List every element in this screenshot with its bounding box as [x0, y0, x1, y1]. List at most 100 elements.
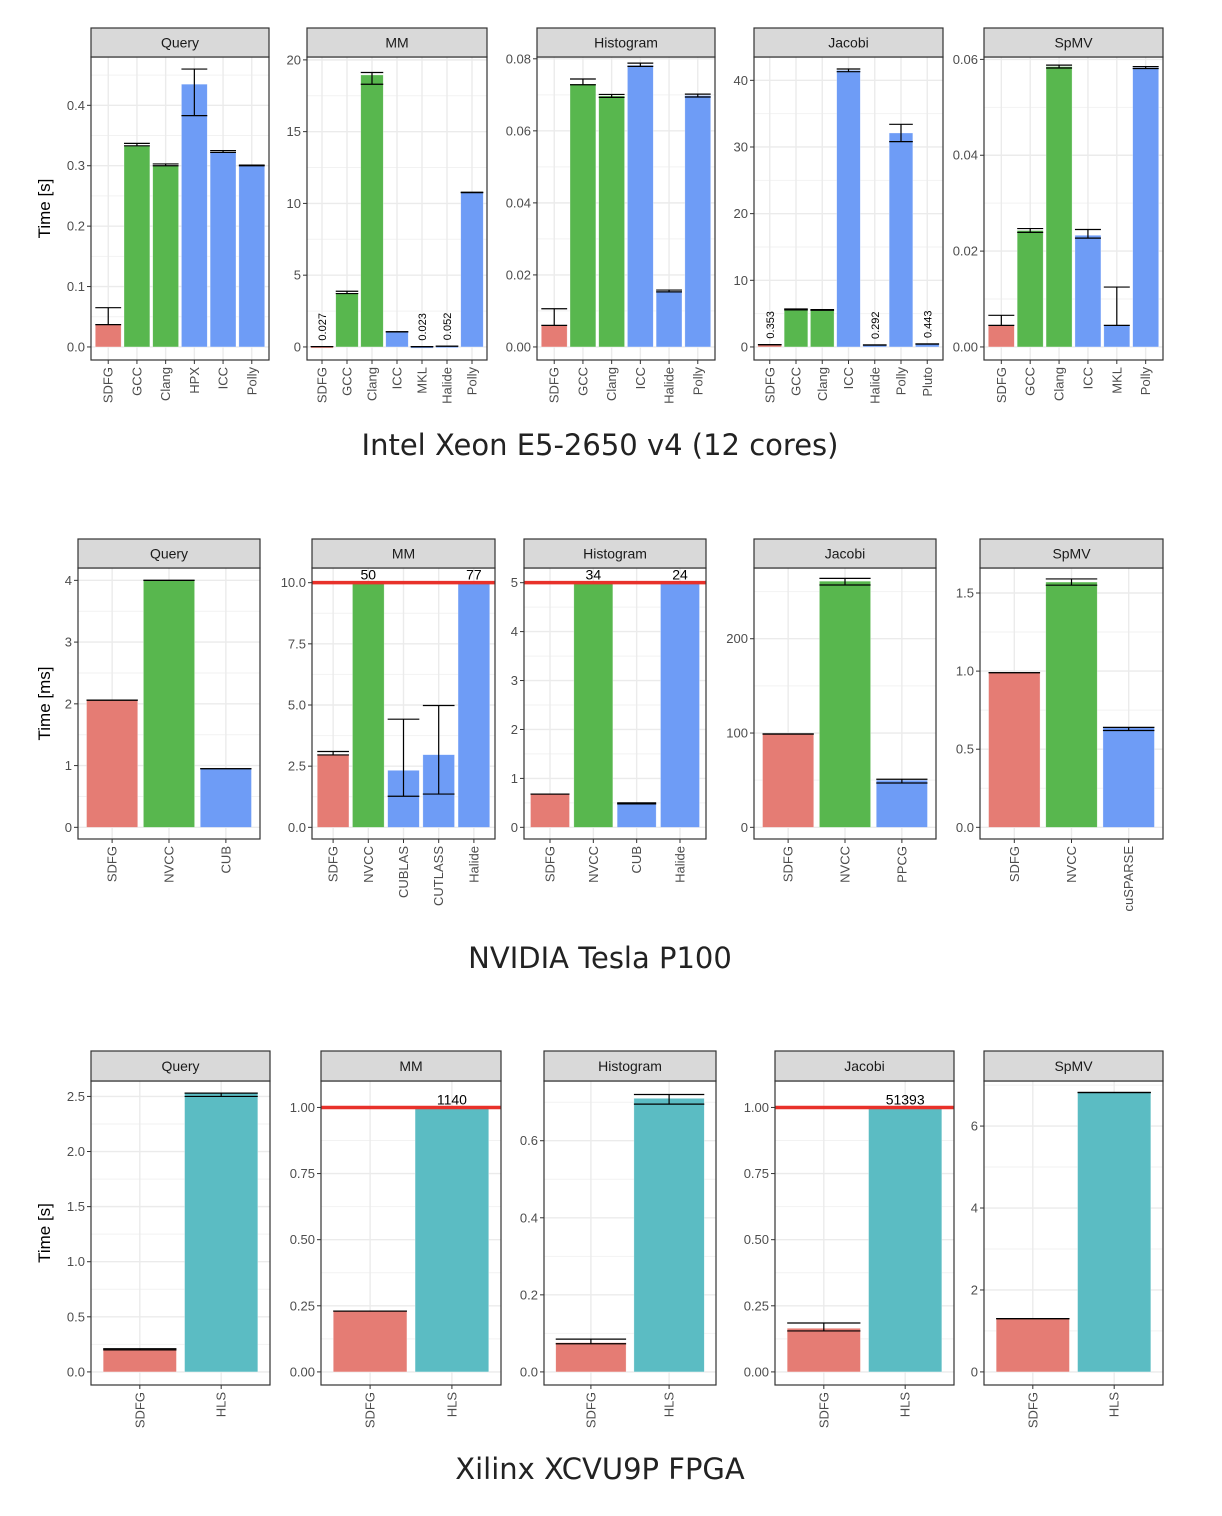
y-tick-label: 0.0: [956, 820, 974, 835]
x-tick-label: Clang: [365, 367, 380, 401]
x-tick-label: HLS: [898, 1392, 913, 1418]
y-tick-label: 0.6: [520, 1133, 538, 1148]
x-tick-label: Polly: [894, 367, 909, 396]
y-tick-label: 0.5: [956, 742, 974, 757]
bar-value-label: 0.052: [442, 313, 454, 341]
x-tick-label: Polly: [690, 367, 705, 396]
x-tick-label: CUTLASS: [431, 846, 446, 906]
x-tick-label: ICC: [1080, 367, 1095, 389]
bar-ppcg: [875, 779, 928, 828]
bar-sdfg: [988, 325, 1015, 348]
x-tick-label: HLS: [214, 1392, 229, 1418]
y-tick-label: 2.5: [288, 759, 306, 774]
y-tick-label: 0.2: [520, 1287, 538, 1302]
x-tick-label: Pluto: [920, 367, 935, 397]
facet-strip: [543, 1050, 717, 1082]
bar-hls: [633, 1098, 705, 1373]
bar-value-label: 0.023: [417, 313, 429, 341]
facet-title: Histogram: [594, 35, 658, 51]
facet-title: MM: [399, 1058, 422, 1074]
x-tick-label: NVCC: [361, 846, 376, 883]
y-tick-label: 0.02: [953, 244, 978, 259]
x-tick-label: CUBLAS: [396, 846, 411, 898]
x-tick-label: NVCC: [838, 846, 853, 883]
y-tick-label: 1.00: [744, 1100, 769, 1115]
bar-nvcc: [1045, 581, 1098, 828]
bar-polly: [1132, 67, 1159, 348]
y-tick-label: 5: [511, 575, 518, 590]
x-tick-label: PPCG: [894, 846, 909, 883]
x-tick-label: SDFG: [101, 367, 116, 403]
x-tick-label: MKL: [1109, 367, 1124, 394]
x-tick-label: MKL: [415, 367, 430, 394]
y-tick-label: 0.06: [953, 52, 978, 67]
bar-polly: [460, 192, 484, 348]
bar-halide: [457, 582, 491, 828]
facet-strip: [753, 538, 937, 569]
y-tick-label: 3: [65, 635, 72, 650]
panel-mm: 0 5 10 15 20 0.027 SDFG GCC Clang ICC 0.023 MKL 0.05…: [287, 27, 488, 404]
y-tick-label: 1: [511, 771, 518, 786]
y-tick-label: 0.4: [67, 98, 85, 113]
x-tick-label: GCC: [1023, 367, 1038, 396]
bar-clang: [152, 165, 179, 348]
y-tick-label: 2: [971, 1282, 978, 1297]
x-tick-label: GCC: [340, 367, 355, 396]
x-tick-label: CUB: [629, 846, 644, 873]
y-tick-label: 40: [734, 73, 748, 88]
x-tick-label: SDFG: [816, 1392, 831, 1428]
panel-histogram: 0.0 0.2 0.4 0.6 SDFG HLS Histogram: [520, 1050, 717, 1428]
y-tick-label: 0.5: [67, 1309, 85, 1324]
y-tick-label: 0.04: [953, 148, 978, 163]
y-tick-label: 100: [726, 726, 748, 741]
y-tick-label: 2: [65, 696, 72, 711]
y-tick-label: 3: [511, 673, 518, 688]
bar-sdfg: [95, 324, 122, 348]
bar-cub: [616, 802, 657, 828]
y-tick-label: 4: [511, 624, 518, 639]
bar-gcc: [1016, 230, 1044, 348]
panel-query: 0 1 2 3 4 SDFG NVCC CUB Query: [65, 538, 261, 883]
x-tick-label: ICC: [841, 367, 856, 389]
x-tick-label: cuSPARSE: [1121, 846, 1136, 912]
facet-strip: [90, 1050, 271, 1082]
y-tick-label: 0.00: [953, 339, 978, 354]
bar-nvcc: [352, 582, 385, 828]
y-tick-label: 0.00: [506, 339, 531, 354]
bar-polly: [888, 132, 914, 348]
x-tick-label: SDFG: [315, 367, 330, 403]
facet-title: SpMV: [1054, 35, 1093, 51]
y-tick-label: 0: [511, 820, 518, 835]
bar-gcc: [783, 309, 809, 348]
x-tick-label: ICC: [390, 367, 405, 389]
bar-sdfg: [995, 1318, 1070, 1373]
facet-strip: [320, 1050, 502, 1082]
panel-histogram: 0.00 0.02 0.04 0.06 0.08 SDFG GCC Clang ICC Halid…: [506, 27, 716, 404]
bar-sdfg: [316, 754, 350, 828]
bar-sdfg: [786, 1327, 861, 1373]
bar-halide: [655, 290, 683, 348]
y-tick-label: 0.0: [288, 820, 306, 835]
section-0: 0.0 0.1 0.2 0.3 0.4 SDFG GCC Clang HPX ICC Polly Qu…: [35, 27, 1164, 462]
x-tick-label: Clang: [604, 367, 619, 401]
panel-spmv: 0.00 0.02 0.04 0.06 SDFG GCC Clang ICC MKL Polly S…: [953, 27, 1164, 403]
y-tick-label: 7.5: [288, 636, 306, 651]
x-tick-label: Halide: [673, 846, 688, 883]
x-tick-label: SDFG: [583, 1392, 598, 1428]
facet-title: Query: [161, 35, 199, 51]
x-tick-label: ICC: [633, 367, 648, 389]
bar-sdfg: [332, 1310, 408, 1373]
bar-sdfg: [541, 325, 568, 348]
y-tick-label: 1.0: [67, 1254, 85, 1269]
facet-title: Query: [161, 1058, 199, 1074]
x-tick-label: GCC: [575, 367, 590, 396]
bar-polly: [238, 165, 265, 348]
facet-title: Jacobi: [844, 1058, 884, 1074]
y-tick-label: 0.3: [67, 158, 85, 173]
y-tick-label: 0: [65, 820, 72, 835]
facet-strip: [536, 27, 716, 58]
panel-query: 0.0 0.1 0.2 0.3 0.4 SDFG GCC Clang HPX ICC Polly Qu…: [67, 27, 270, 403]
y-tick-label: 0.25: [290, 1298, 315, 1313]
bar-value-label: 50: [361, 567, 377, 583]
